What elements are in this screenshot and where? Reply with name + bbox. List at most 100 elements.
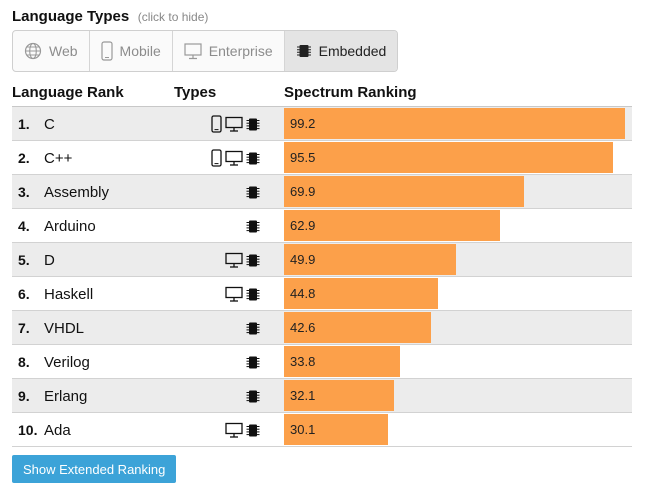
show-extended-ranking-button[interactable]: Show Extended Ranking [12,455,177,483]
spectrum-score: 49.9 [290,252,316,267]
rank-number: 4. [18,218,30,234]
spectrum-bar-track: 69.9 [284,175,628,208]
spectrum-bar [284,244,456,275]
spectrum-bar [284,142,613,173]
spectrum-bar-track: 42.6 [284,311,628,344]
ranking-row[interactable]: 5. D 49.9 [12,243,632,277]
column-headers: Language Rank Types Spectrum Ranking [12,84,632,104]
ranking-row[interactable]: 7. VHDL 42.6 [12,311,632,345]
spectrum-bar [284,346,401,377]
rank-number: 1. [18,116,30,132]
ranking-row[interactable]: 10. Ada 30.1 [12,413,632,447]
spectrum-score: 69.9 [290,184,316,199]
chip-icon [246,219,260,234]
rank-number: 6. [18,286,30,302]
chip-icon [296,45,311,57]
ranking-row[interactable]: 1. C 99.2 [12,107,632,141]
spectrum-score: 44.8 [290,286,316,301]
spectrum-score: 30.1 [290,422,316,437]
desktop-icon [225,252,243,269]
spectrum-bar [284,278,439,309]
spectrum-score: 33.8 [290,354,316,369]
spectrum-bar-track: 62.9 [284,209,628,242]
chip-icon [246,355,260,370]
filter-embedded[interactable]: Embedded [284,31,398,71]
ranking-row[interactable]: 3. Assembly 69.9 [12,175,632,209]
section-title: Language Types [12,8,130,25]
chip-icon [246,423,260,438]
language-types [225,285,260,303]
rank-number: 5. [18,252,30,268]
mobile-icon [211,149,222,167]
filter-web-label: Web [49,43,78,59]
spectrum-bar [284,210,501,241]
chip-icon [246,117,260,132]
chip-icon [246,287,260,302]
spectrum-bar [284,176,525,207]
filter-enterprise-label: Enterprise [208,43,273,59]
filter-web[interactable]: Web [13,31,90,71]
ranking-row[interactable]: 8. Verilog 33.8 [12,345,632,379]
language-name: Erlang [44,388,88,405]
ranking-row[interactable]: 4. Arduino 62.9 [12,209,632,243]
spectrum-bar-track: 33.8 [284,345,628,378]
globe-icon [24,42,42,60]
spectrum-score: 95.5 [290,150,316,165]
language-name: C++ [44,150,73,167]
spectrum-bar [284,108,626,139]
spectrum-score: 32.1 [290,388,316,403]
filter-mobile[interactable]: Mobile [90,31,173,71]
ranking-row[interactable]: 9. Erlang 32.1 [12,379,632,413]
rank-number: 2. [18,150,30,166]
language-types [246,319,260,337]
spectrum-score: 62.9 [290,218,316,233]
column-spectrum[interactable]: Spectrum Ranking [284,84,417,101]
column-types[interactable]: Types [174,84,217,101]
mobile-icon [100,41,113,61]
chip-icon [246,185,260,200]
ranking-row[interactable]: 6. Haskell 44.8 [12,277,632,311]
ranking-row[interactable]: 2. C++ 95.5 [12,141,632,175]
language-name: Haskell [44,286,94,303]
language-types-header[interactable]: Language Types (click to hide) [12,8,208,26]
rank-number: 10. [18,422,38,438]
column-rank[interactable]: Language Rank [12,84,124,101]
language-name: D [44,252,55,269]
language-types [246,217,260,235]
rank-number: 7. [18,320,30,336]
language-name: Arduino [44,218,96,235]
desktop-icon [184,43,202,60]
language-types [246,183,260,201]
mobile-icon [211,115,222,133]
chip-icon [246,253,260,268]
language-name: Assembly [44,184,110,201]
spectrum-bar-track: 49.9 [284,243,628,276]
language-name: VHDL [44,320,85,337]
spectrum-bar [284,414,388,445]
desktop-icon [225,286,243,303]
language-types [246,387,260,405]
spectrum-score: 42.6 [290,320,316,335]
language-types [211,149,260,167]
language-types [211,115,260,133]
filter-enterprise[interactable]: Enterprise [173,31,285,71]
rank-number: 3. [18,184,30,200]
hide-toggle-hint[interactable]: (click to hide) [137,10,209,24]
chip-icon [246,321,260,336]
spectrum-bar [284,312,431,343]
language-type-filters: Web Mobile Enterprise Embedded [12,30,399,72]
rank-number: 9. [18,388,30,404]
spectrum-bar-track: 44.8 [284,277,628,310]
desktop-icon [225,150,243,167]
language-name: Ada [44,422,71,439]
language-name: Verilog [44,354,90,371]
ranking-table: 1. C 99.2 2. C++ 95.5 3. Assembly 69.9 4. Arduino 6… [12,106,632,447]
desktop-icon [225,116,243,133]
spectrum-bar [284,380,395,411]
chip-icon [246,389,260,404]
rank-number: 8. [18,354,30,370]
spectrum-bar-track: 30.1 [284,413,628,446]
desktop-icon [225,422,243,439]
spectrum-bar-track: 95.5 [284,141,628,174]
spectrum-bar-track: 99.2 [284,107,628,140]
